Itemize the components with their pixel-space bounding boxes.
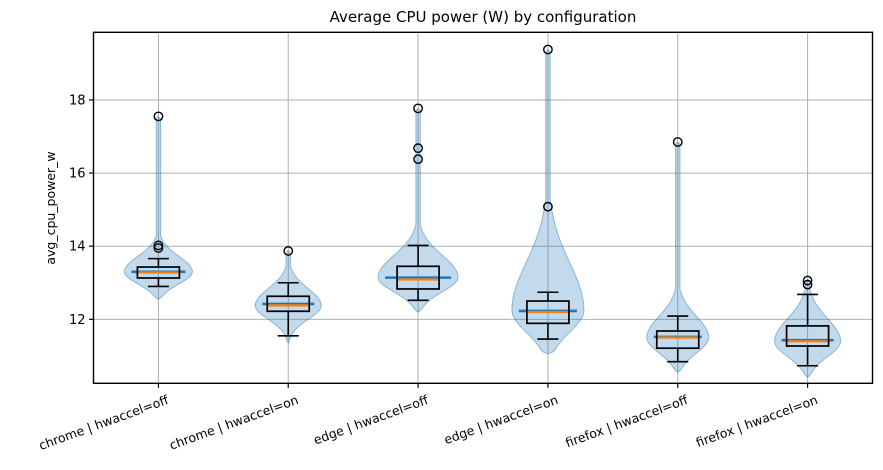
outlier-point — [543, 44, 553, 55]
y-tick-label: 14 — [69, 240, 86, 255]
outlier-point — [153, 240, 164, 251]
y-tick-label: 12 — [69, 313, 86, 328]
y-tick-label: 16 — [69, 167, 86, 182]
box — [655, 330, 700, 350]
box — [526, 300, 570, 325]
box — [396, 265, 440, 290]
outlier-point — [802, 275, 813, 286]
y-tick-label: 18 — [69, 93, 86, 108]
outlier-point — [283, 246, 294, 256]
outlier-point — [802, 279, 813, 290]
box — [785, 325, 830, 347]
violin-edge-hwaccel-off — [377, 107, 459, 313]
axes-border — [92, 31, 874, 384]
outlier-point — [672, 137, 683, 147]
outlier-point — [543, 201, 553, 212]
y-axis-label: avg_cpu_power_w — [43, 151, 58, 264]
plot-area — [93, 32, 873, 384]
violin-firefox-hwaccel-off — [646, 141, 710, 373]
outlier-point — [153, 243, 164, 253]
box — [266, 295, 311, 313]
violin-edge-hwaccel-on — [511, 48, 585, 355]
outlier-point — [153, 111, 164, 122]
outlier-point — [413, 154, 423, 165]
chart-title: Average CPU power (W) by configuration — [330, 8, 637, 26]
outlier-point — [413, 143, 423, 154]
box — [136, 266, 181, 279]
violin-chrome-hwaccel-off — [123, 115, 193, 300]
outlier-point — [413, 103, 423, 114]
